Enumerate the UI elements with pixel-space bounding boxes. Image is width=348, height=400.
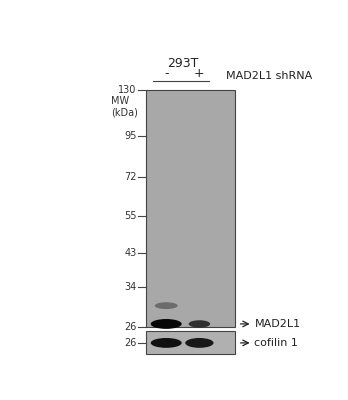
Text: cofilin 1: cofilin 1 [254,338,298,348]
Text: 72: 72 [124,172,136,182]
Text: 55: 55 [124,211,136,221]
Text: MW
(kDa): MW (kDa) [111,96,138,117]
Text: 130: 130 [118,84,136,94]
FancyBboxPatch shape [146,90,235,327]
Ellipse shape [151,338,182,348]
Ellipse shape [189,320,210,328]
Text: +: + [193,67,204,80]
Text: 43: 43 [124,248,136,258]
Text: -: - [164,67,168,80]
Text: 26: 26 [124,338,136,348]
Text: 95: 95 [124,131,136,141]
Ellipse shape [151,319,182,329]
Text: 26: 26 [124,322,136,332]
Ellipse shape [185,338,214,348]
Text: 34: 34 [124,282,136,292]
Text: 293T: 293T [167,56,198,70]
FancyBboxPatch shape [146,331,235,354]
Text: MAD2L1: MAD2L1 [254,319,301,329]
Ellipse shape [155,302,178,309]
Text: MAD2L1 shRNA: MAD2L1 shRNA [226,71,312,81]
